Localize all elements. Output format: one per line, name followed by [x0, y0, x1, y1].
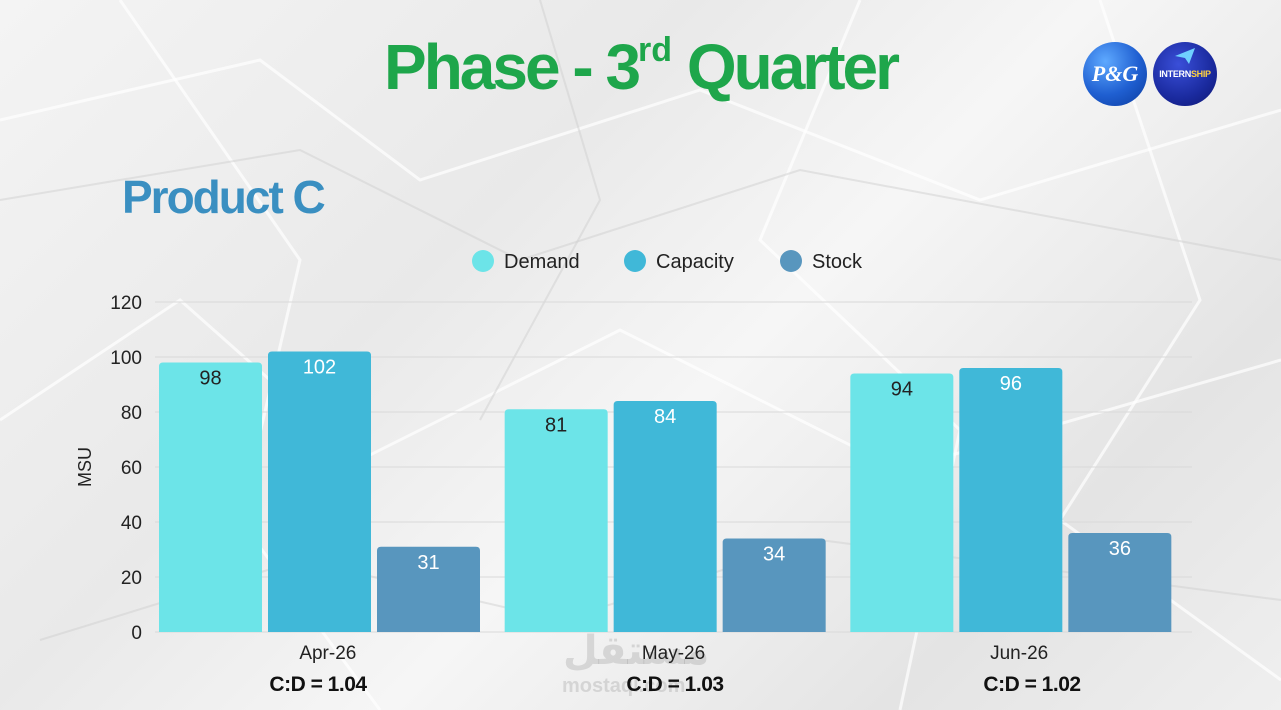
data-label-demand-jun-26: 94 — [891, 379, 913, 401]
bar-capacity-may-26 — [613, 401, 717, 632]
y-tick-label-120: 120 — [110, 293, 142, 314]
cd-ratio-jun: C:D = 1.02 — [983, 673, 1081, 696]
bar-stock-apr-26 — [377, 546, 480, 632]
bar-stock-jun-26 — [1068, 533, 1172, 632]
pg-logo: P&G — [1083, 42, 1147, 106]
internship-wordmark: INTERNSHIP — [1159, 69, 1211, 79]
y-tick-label-20: 20 — [121, 568, 142, 589]
data-label-stock-may-26: 34 — [763, 544, 785, 566]
x-tick-label-apr-26: Apr-26 — [299, 643, 356, 664]
bar-demand-apr-26 — [159, 362, 262, 632]
title-tail: Quarter — [672, 31, 900, 103]
bar-capacity-apr-26 — [268, 351, 371, 632]
page-title: Phase - 3rd Quarter — [0, 30, 1281, 104]
legend-label-stock: Stock — [812, 251, 863, 273]
data-label-stock-jun-26: 36 — [1109, 538, 1131, 560]
y-tick-label-0: 0 — [131, 623, 142, 644]
legend-marker-capacity — [624, 250, 646, 272]
x-tick-label-may-26: May-26 — [642, 643, 705, 664]
legend-label-demand: Demand — [504, 251, 580, 273]
y-tick-label-60: 60 — [121, 458, 142, 479]
cd-ratio-may: C:D = 1.03 — [626, 673, 724, 696]
bar-demand-may-26 — [504, 409, 608, 632]
data-label-demand-apr-26: 98 — [199, 368, 221, 390]
y-tick-label-40: 40 — [121, 513, 142, 534]
bar-stock-may-26 — [722, 538, 826, 632]
legend-label-capacity: Capacity — [656, 251, 734, 273]
data-label-demand-may-26: 81 — [545, 414, 567, 436]
watermark-arabic: مستقل — [563, 629, 710, 673]
legend-marker-stock — [780, 250, 802, 272]
x-tick-label-jun-26: Jun-26 — [990, 643, 1048, 664]
watermark-latin: mostaql.com — [562, 675, 686, 697]
cd-ratio-apr: C:D = 1.04 — [269, 673, 367, 696]
bar-capacity-jun-26 — [959, 368, 1063, 632]
data-label-stock-apr-26: 31 — [417, 552, 439, 574]
title-superscript: rd — [638, 31, 673, 69]
y-axis-label: MSU — [75, 447, 95, 487]
bar-demand-jun-26 — [850, 373, 954, 632]
y-tick-label-100: 100 — [110, 348, 142, 369]
legend-marker-demand — [472, 250, 494, 272]
title-main: Phase - 3 — [384, 31, 641, 103]
data-label-capacity-may-26: 84 — [654, 406, 676, 428]
data-label-capacity-jun-26: 96 — [1000, 373, 1022, 395]
paper-plane-icon — [1175, 48, 1195, 64]
product-heading: Product C — [122, 171, 326, 223]
internship-logo: INTERNSHIP — [1153, 42, 1217, 106]
data-label-capacity-apr-26: 102 — [303, 357, 336, 379]
y-tick-label-80: 80 — [121, 403, 142, 424]
